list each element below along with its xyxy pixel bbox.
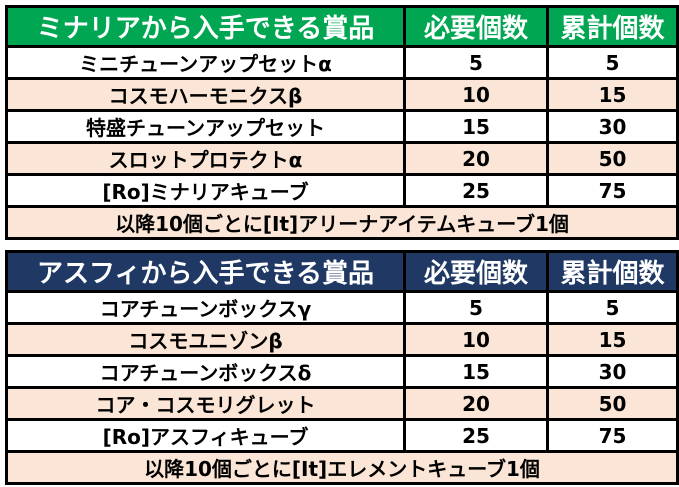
cumulative-count-header: 累計個数 [546, 5, 679, 48]
cumulative-count: 30 [546, 109, 679, 144]
cumulative-count: 30 [546, 354, 679, 389]
cumulative-count-header: 累計個数 [546, 250, 679, 293]
cumulative-count: 50 [546, 141, 679, 176]
required-count-header: 必要個数 [403, 5, 549, 48]
required-count: 10 [403, 322, 549, 357]
bonus-note: 以降10個ごとに[It]エレメントキューブ1個 [5, 450, 679, 485]
asphy-prize-table: アスフィから入手できる賞品 必要個数 累計個数 コアチューンボックスγ 5 5 … [5, 250, 679, 485]
required-count-header: 必要個数 [403, 250, 549, 293]
footer-row: 以降10個ごとに[It]エレメントキューブ1個 [5, 450, 679, 485]
required-count: 5 [403, 45, 549, 80]
required-count: 20 [403, 386, 549, 421]
table-row: コスモハーモニクスβ 10 15 [5, 77, 679, 112]
item-name: コスモハーモニクスβ [5, 77, 406, 112]
required-count: 10 [403, 77, 549, 112]
table-row: [Ro]アスフィキューブ 25 75 [5, 418, 679, 453]
table-row: 特盛チューンアップセット 15 30 [5, 109, 679, 144]
minaria-prize-table: ミナリアから入手できる賞品 必要個数 累計個数 ミニチューンアップセットα 5 … [5, 5, 679, 240]
item-name: [Ro]ミナリアキューブ [5, 173, 406, 208]
required-count: 5 [403, 290, 549, 325]
item-name: コスモユニゾンβ [5, 322, 406, 357]
required-count: 25 [403, 173, 549, 208]
cumulative-count: 5 [546, 45, 679, 80]
cumulative-count: 15 [546, 322, 679, 357]
table-row: ミニチューンアップセットα 5 5 [5, 45, 679, 80]
required-count: 25 [403, 418, 549, 453]
cumulative-count: 75 [546, 418, 679, 453]
item-name: 特盛チューンアップセット [5, 109, 406, 144]
asphy-header-row: アスフィから入手できる賞品 必要個数 累計個数 [5, 250, 679, 293]
table-row: コスモユニゾンβ 10 15 [5, 322, 679, 357]
table-row: コアチューンボックスδ 15 30 [5, 354, 679, 389]
bonus-note: 以降10個ごとに[It]アリーナアイテムキューブ1個 [5, 205, 679, 240]
table-row: [Ro]ミナリアキューブ 25 75 [5, 173, 679, 208]
footer-row: 以降10個ごとに[It]アリーナアイテムキューブ1個 [5, 205, 679, 240]
cumulative-count: 50 [546, 386, 679, 421]
cumulative-count: 15 [546, 77, 679, 112]
item-name: [Ro]アスフィキューブ [5, 418, 406, 453]
item-name: コアチューンボックスγ [5, 290, 406, 325]
required-count: 20 [403, 141, 549, 176]
cumulative-count: 5 [546, 290, 679, 325]
asphy-table-title: アスフィから入手できる賞品 [5, 250, 406, 293]
cumulative-count: 75 [546, 173, 679, 208]
item-name: コア・コスモリグレット [5, 386, 406, 421]
required-count: 15 [403, 354, 549, 389]
item-name: コアチューンボックスδ [5, 354, 406, 389]
table-row: コア・コスモリグレット 20 50 [5, 386, 679, 421]
table-row: スロットプロテクトα 20 50 [5, 141, 679, 176]
required-count: 15 [403, 109, 549, 144]
table-row: コアチューンボックスγ 5 5 [5, 290, 679, 325]
item-name: スロットプロテクトα [5, 141, 406, 176]
item-name: ミニチューンアップセットα [5, 45, 406, 80]
minaria-header-row: ミナリアから入手できる賞品 必要個数 累計個数 [5, 5, 679, 48]
minaria-table-title: ミナリアから入手できる賞品 [5, 5, 406, 48]
